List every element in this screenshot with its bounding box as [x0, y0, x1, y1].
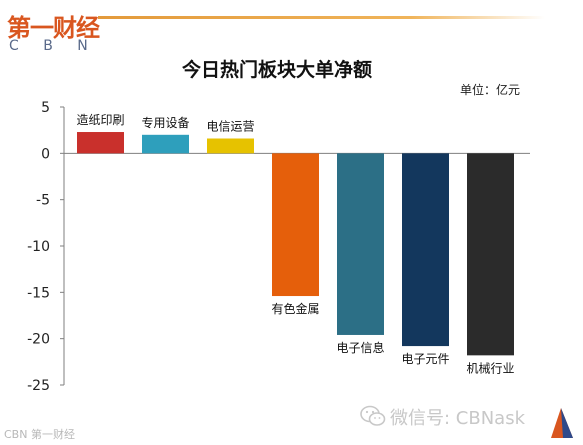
- bar: [142, 134, 189, 154]
- wechat-watermark: 微信号: CBNask: [390, 408, 525, 429]
- category-label: 有色金属: [271, 301, 319, 316]
- y-tick-label: -25: [27, 378, 50, 394]
- corner-logo: [551, 408, 573, 438]
- unit-label: 单位：亿元: [460, 82, 520, 97]
- bar: [467, 153, 514, 356]
- category-label: 造纸印刷: [76, 113, 124, 127]
- wechat-icon: [360, 405, 386, 426]
- y-tick-label: -10: [27, 239, 50, 255]
- category-label: 机械行业: [466, 360, 514, 375]
- bars: [77, 132, 514, 356]
- y-tick-label: 5: [41, 100, 50, 116]
- chart-title: 今日热门板块大单净额: [181, 58, 372, 81]
- header-rule: [98, 16, 545, 19]
- y-tick-label: -5: [36, 193, 50, 209]
- logo-english-text: C B N: [9, 38, 98, 54]
- bar: [272, 153, 319, 297]
- cbn-logo: 第一财经 C B N: [7, 8, 100, 56]
- bar: [77, 132, 124, 154]
- bar: [402, 153, 449, 347]
- category-label: 电子信息: [336, 340, 384, 355]
- category-label: 电子元件: [401, 352, 449, 366]
- y-tick-label: -15: [27, 285, 50, 301]
- bar: [207, 138, 254, 154]
- category-label: 电信运营: [206, 120, 254, 134]
- y-tick-label: -20: [27, 332, 50, 348]
- logo-chinese-text: 第一财经: [7, 14, 100, 42]
- category-label: 专用设备: [141, 115, 189, 130]
- y-tick-label: 0: [41, 146, 50, 162]
- y-axis: 5 0 -5 -10 -15 -20 -25: [27, 100, 530, 394]
- bar: [337, 153, 384, 335]
- footer-brand: CBN 第一财经: [4, 428, 75, 441]
